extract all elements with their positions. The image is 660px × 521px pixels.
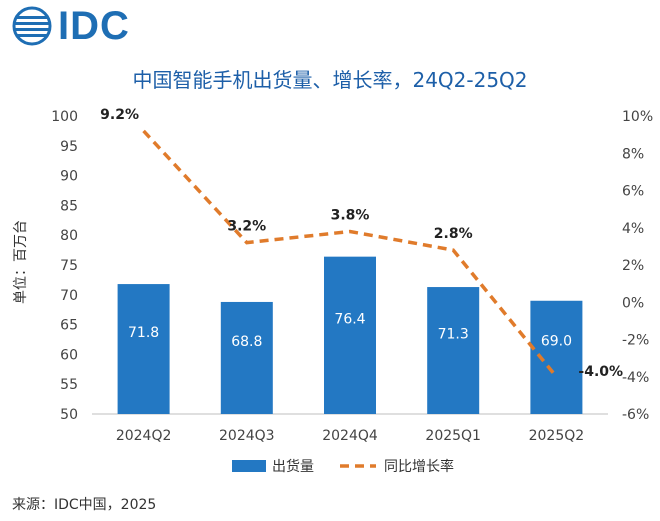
y2-tick-label: -4% [622, 370, 649, 386]
x-tick-label: 2024Q3 [219, 428, 275, 444]
legend-bar-swatch [232, 460, 266, 472]
idc-logo: IDC [12, 6, 130, 46]
y2-tick-label: 2% [622, 258, 644, 274]
y-tick-label: 60 [60, 347, 78, 363]
x-tick-label: 2025Q2 [529, 428, 585, 444]
line-value-label: 3.8% [331, 207, 370, 223]
chart-title: 中国智能手机出货量、增长率，24Q2-25Q2 [132, 68, 528, 92]
bar-value-label: 68.8 [231, 334, 262, 350]
logo-text: IDC [58, 4, 130, 48]
line-value-label: 2.8% [434, 226, 473, 242]
bar-value-label: 71.8 [128, 325, 159, 341]
line-value-label: 3.2% [227, 219, 266, 235]
x-tick-label: 2025Q1 [425, 428, 481, 444]
y-tick-label: 75 [60, 258, 78, 274]
y-tick-label: 95 [60, 139, 78, 155]
line-value-label: -4.0% [578, 364, 623, 380]
bar-value-label: 76.4 [334, 311, 365, 327]
y-tick-label: 85 [60, 198, 78, 214]
bar-2025Q1 [427, 287, 480, 414]
growth-rate-line [142, 129, 558, 378]
bar-value-label: 69.0 [541, 333, 572, 349]
source-note: 来源：IDC中国，2025 [12, 497, 157, 513]
y-tick-label: 100 [51, 109, 78, 125]
y-tick-label: 80 [60, 228, 78, 244]
x-tick-label: 2024Q4 [322, 428, 378, 444]
y-tick-label: 65 [60, 318, 78, 334]
bar-2025Q2 [530, 300, 583, 414]
bar-2024Q4 [324, 256, 376, 414]
y-tick-label: 90 [60, 169, 78, 185]
bar-2024Q3 [220, 301, 273, 414]
y2-tick-label: 4% [622, 221, 644, 237]
y-tick-label: 50 [60, 407, 78, 423]
y-tick-label: 70 [60, 288, 78, 304]
legend-bar-label: 出货量 [272, 458, 314, 475]
y2-tick-label: 0% [622, 295, 644, 311]
bar-2024Q2 [117, 284, 170, 414]
y2-tick-label: 8% [622, 146, 644, 162]
y2-tick-label: -2% [622, 333, 649, 349]
x-tick-label: 2024Q2 [116, 428, 172, 444]
y2-tick-label: 10% [622, 109, 653, 125]
line-value-label: 9.2% [100, 107, 139, 123]
y2-tick-label: -6% [622, 407, 649, 423]
bar-value-label: 71.3 [438, 327, 469, 343]
legend-line-label: 同比增长率 [384, 458, 454, 475]
globe-icon [12, 6, 52, 46]
y-tick-label: 55 [60, 377, 78, 393]
y2-tick-label: 6% [622, 184, 644, 200]
